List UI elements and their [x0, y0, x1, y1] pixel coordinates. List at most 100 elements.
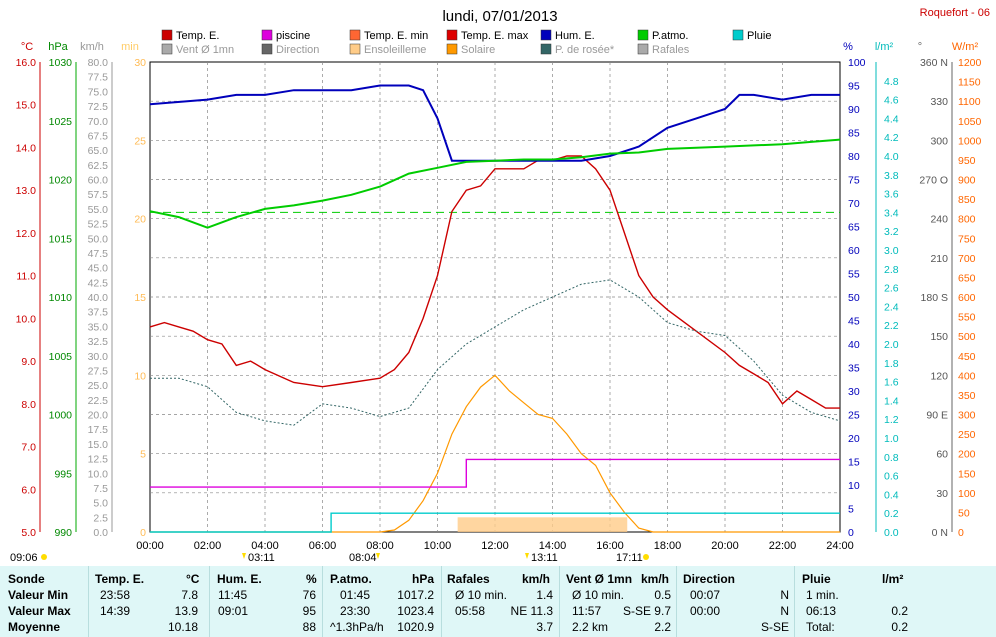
col-sep	[794, 566, 795, 637]
wind-tick-label: 7.5	[93, 483, 108, 495]
solar-tick-label: 350	[958, 390, 976, 402]
wind-tick-label: 60.0	[88, 175, 109, 187]
legend-label: P.atmo.	[652, 30, 689, 42]
solar-tick-label: 250	[958, 429, 976, 441]
sun-mark-time: 08:04	[349, 552, 377, 564]
press-value: 1023.4	[397, 604, 434, 618]
grid	[150, 62, 840, 532]
wind-tick-label: 10.0	[88, 468, 109, 480]
legend-label: Vent Ø 1mn	[176, 44, 234, 56]
gust-value: 3.7	[536, 620, 553, 634]
temp-tick-label: 5.0	[21, 527, 36, 539]
chart-legend: Temp. E. piscine Temp. E. min Temp. E. max H…	[161, 29, 771, 56]
series-group	[149, 84, 841, 533]
sun-mark-icon	[376, 553, 380, 559]
series-line-pluie	[150, 512, 840, 533]
solar-tick-label: 450	[958, 351, 976, 363]
wind-tick-label: 40.0	[88, 292, 109, 304]
hum-tick-label: 90	[848, 104, 860, 116]
temp-time: 23:58	[100, 588, 131, 602]
wind-tick-label: 30.0	[88, 351, 109, 363]
hdr-temp: Temp. E.	[95, 572, 145, 586]
summary-row-max: Valeur Max 14:39 13.9 09:01 95 23:30 102…	[0, 604, 996, 620]
min-tick-label: 30	[134, 57, 146, 69]
x-tick-label: 22:00	[769, 540, 797, 552]
dir-tick-label: 330	[930, 96, 948, 108]
rain-tick-label: 0.0	[884, 527, 899, 539]
x-tick-label: 00:00	[136, 540, 164, 552]
x-tick-label: 20:00	[711, 540, 739, 552]
hdr-temp-unit: °C	[186, 572, 200, 586]
chart-title: lundi, 07/01/2013	[442, 8, 557, 25]
wind-tick-label: 17.5	[88, 424, 109, 436]
temp-tick-label: 14.0	[16, 142, 37, 154]
dir-tick-label: 180 S	[921, 292, 948, 304]
wind-tick-label: 57.5	[88, 189, 109, 201]
hdr-hum-unit: %	[306, 572, 317, 586]
solar-tick-label: 400	[958, 370, 976, 382]
rain-tick-label: 3.4	[884, 207, 899, 219]
hdr-wind-unit: km/h	[641, 572, 670, 586]
rain-tick-label: 3.2	[884, 226, 899, 238]
dir-tick-label: 0 N	[932, 527, 948, 539]
hum-tick-label: 40	[848, 339, 860, 351]
solar-tick-label: 650	[958, 272, 976, 284]
wind-tick-label: 80.0	[88, 57, 109, 69]
hum-tick-label: 75	[848, 175, 860, 187]
x-tick-label: 08:00	[366, 540, 394, 552]
wind-tick-label: 45.0	[88, 263, 109, 275]
rain-tick-label: 1.2	[884, 414, 899, 426]
legend-label: Ensoleilleme	[364, 44, 426, 56]
wind-tick-label: 77.5	[88, 72, 109, 84]
dir-tick-label: 120	[930, 370, 948, 382]
temp-tick-label: 8.0	[21, 399, 36, 411]
rain-tick-label: 1.0	[884, 433, 899, 445]
solar-tick-label: 0	[958, 527, 964, 539]
wind-value: S-SE 9.7	[622, 604, 671, 618]
rain-time: 1 min.	[806, 588, 839, 602]
hum-tick-label: 70	[848, 198, 860, 210]
legend-swatch	[349, 43, 361, 55]
legend-swatch	[732, 29, 744, 41]
rain-tick-label: 0.2	[884, 508, 899, 520]
legend-label: Direction	[276, 44, 319, 56]
wind-tick-label: 42.5	[88, 277, 109, 289]
hdr-hum: Hum. E.	[217, 572, 262, 586]
series-line-p-de-ros-e-	[150, 279, 841, 426]
solar-tick-label: 1200	[958, 57, 982, 69]
x-tick-label: 06:00	[309, 540, 337, 552]
press-tick-label: 1020	[49, 175, 73, 187]
station-name: Roquefort - 06	[920, 7, 990, 19]
wind-tick-label: 72.5	[88, 101, 109, 113]
hum-tick-label: 60	[848, 245, 860, 257]
wind-tick-label: 55.0	[88, 204, 109, 216]
min-tick-label: 0	[140, 527, 146, 539]
hum-tick-label: 10	[848, 480, 860, 492]
rain-tick-label: 3.8	[884, 170, 899, 182]
sunshine-bars	[457, 517, 628, 532]
axis-unit-title: km/h	[80, 41, 104, 53]
x-tick-label: 14:00	[539, 540, 567, 552]
hum-time: 09:01	[218, 604, 249, 618]
wind-tick-label: 32.5	[88, 336, 109, 348]
press-tick-label: 1000	[49, 410, 73, 422]
wind-tick-label: 22.5	[88, 395, 109, 407]
wind-tick-label: 67.5	[88, 130, 109, 142]
solar-tick-label: 300	[958, 410, 976, 422]
dir-tick-label: 240	[930, 214, 948, 226]
weather-chart: lundi, 07/01/2013 Roquefort - 06 Temp. E…	[10, 7, 990, 564]
wind-tick-label: 65.0	[88, 145, 109, 157]
temp-value: 10.18	[167, 620, 198, 634]
sunset-sun-icon	[643, 554, 649, 560]
hdr-press-unit: hPa	[412, 572, 435, 586]
legend-swatch	[349, 29, 361, 41]
temp-value: 7.8	[181, 588, 198, 602]
hum-tick-label: 65	[848, 222, 860, 234]
solar-tick-label: 500	[958, 331, 976, 343]
hum-tick-label: 85	[848, 128, 860, 140]
sunrise-sun-icon	[41, 554, 47, 560]
legend-label: P. de rosée*	[555, 44, 615, 56]
rain-tick-label: 1.6	[884, 377, 899, 389]
dir-tick-label: 270 O	[919, 175, 948, 187]
temp-value: 13.9	[174, 604, 198, 618]
